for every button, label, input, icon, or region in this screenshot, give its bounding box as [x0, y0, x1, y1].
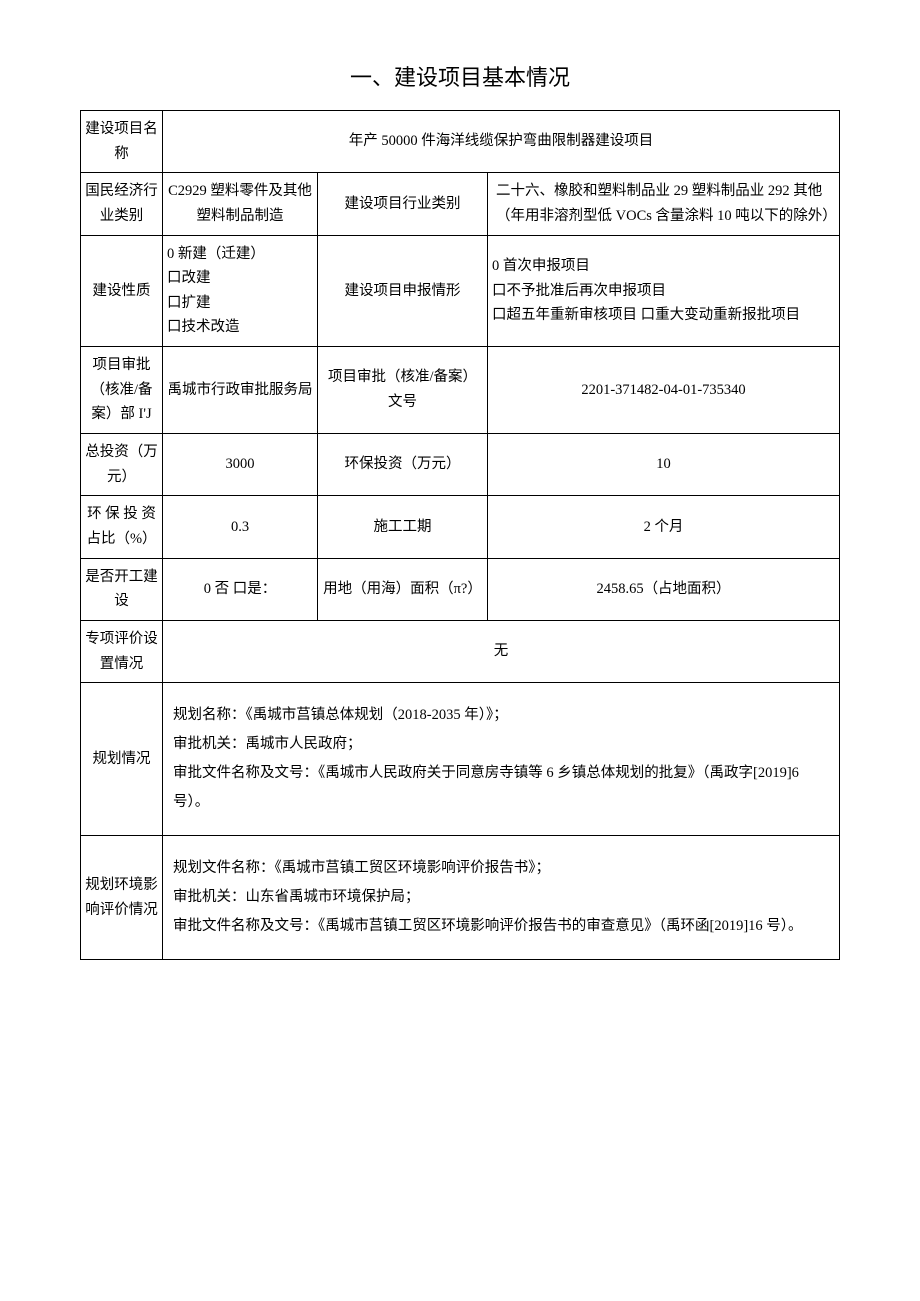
value-env-eval: 规划文件名称：《禹城市莒镇工贸区环境影响评价报告书》； 审批机关：山东省禹城市环…: [163, 836, 840, 960]
value-construction-period: 2 个月: [488, 496, 840, 558]
label-project-name: 建设项目名称: [81, 111, 163, 173]
project-info-table: 建设项目名称 年产 50000 件海洋线缆保护弯曲限制器建设项目 国民经济行业类…: [80, 110, 840, 960]
label-env-eval: 规划环境影响评价情况: [81, 836, 163, 960]
value-special-eval: 无: [163, 620, 840, 682]
label-econ-category: 国民经济行业类别: [81, 173, 163, 235]
value-total-invest: 3000: [163, 434, 318, 496]
value-approval-no: 2201-371482-04-01-735340: [488, 347, 840, 434]
value-planning: 规划名称：《禹城市莒镇总体规划（2018-2035 年）》； 审批机关：禹城市人…: [163, 683, 840, 836]
value-approval-dept: 禹城市行政审批服务局: [163, 347, 318, 434]
value-land-area: 2458.65（占地面积）: [488, 558, 840, 620]
label-build-nature: 建设性质: [81, 235, 163, 347]
label-approval-no: 项目审批（核准/备案）文号: [318, 347, 488, 434]
value-project-name: 年产 50000 件海洋线缆保护弯曲限制器建设项目: [163, 111, 840, 173]
value-started: 0 否 口是：: [163, 558, 318, 620]
label-construction-period: 施工工期: [318, 496, 488, 558]
label-approval-dept: 项目审批（核准/备案）部 I'J: [81, 347, 163, 434]
value-project-industry: 二十六、橡胶和塑料制品业 29 塑料制品业 292 其他（年用非溶剂型低 VOC…: [488, 173, 840, 235]
label-env-ratio: 环 保 投 资占比（%）: [81, 496, 163, 558]
value-env-ratio: 0.3: [163, 496, 318, 558]
label-total-invest: 总投资（万元）: [81, 434, 163, 496]
value-env-invest: 10: [488, 434, 840, 496]
label-special-eval: 专项评价设置情况: [81, 620, 163, 682]
page-title: 一、建设项目基本情况: [80, 60, 840, 92]
label-started: 是否开工建设: [81, 558, 163, 620]
value-econ-category: C2929 塑料零件及其他塑料制品制造: [163, 173, 318, 235]
label-report-situation: 建设项目申报情形: [318, 235, 488, 347]
label-land-area: 用地（用海）面积（π?）: [318, 558, 488, 620]
label-planning: 规划情况: [81, 683, 163, 836]
value-report-situation: 0 首次申报项目 口不予批准后再次申报项目 口超五年重新审核项目 口重大变动重新…: [488, 235, 840, 347]
label-env-invest: 环保投资（万元）: [318, 434, 488, 496]
value-build-nature: 0 新建（迁建） 口改建 口扩建 口技术改造: [163, 235, 318, 347]
label-project-industry: 建设项目行业类别: [318, 173, 488, 235]
